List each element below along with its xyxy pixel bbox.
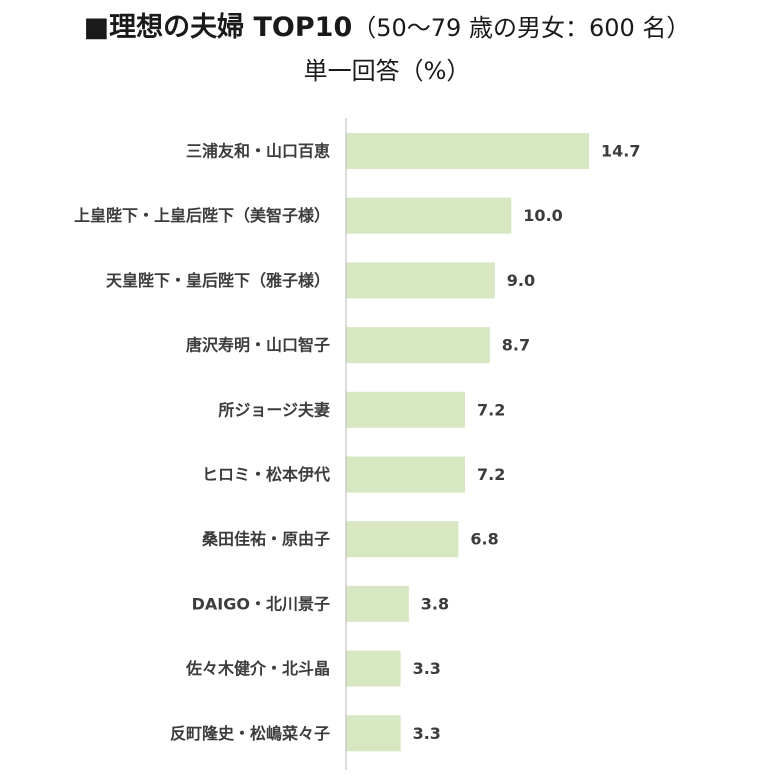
data-label: 10.0 [523, 206, 562, 225]
data-label: 7.2 [477, 465, 505, 484]
category-label: 反町隆史・松嶋菜々子 [170, 724, 330, 743]
bar [346, 197, 512, 234]
data-label: 6.8 [470, 530, 498, 549]
category-label: 佐々木健介・北斗晶 [185, 659, 330, 678]
chart-title-note: （50〜79 歳の男女：600 名） [352, 14, 691, 42]
category-label: ヒロミ・松本伊代 [202, 465, 330, 484]
category-label: 上皇陛下・上皇后陛下（美智子様） [74, 206, 330, 225]
category-label: 天皇陛下・皇后陛下（雅子様） [106, 271, 330, 290]
category-label: DAIGO・北川景子 [192, 594, 330, 613]
chart-title: ■理想の夫婦 TOP10（50〜79 歳の男女：600 名） [0, 8, 774, 48]
bar [346, 262, 495, 299]
data-label: 8.7 [502, 336, 530, 355]
bar [346, 391, 465, 428]
data-label: 3.8 [421, 594, 449, 613]
data-label: 3.3 [413, 659, 441, 678]
data-label: 9.0 [507, 271, 535, 290]
bar [346, 650, 401, 687]
data-label: 14.7 [601, 142, 640, 161]
category-label: 桑田佳祐・原由子 [201, 530, 330, 549]
bar [346, 585, 409, 622]
bar [346, 521, 459, 558]
category-label: 三浦友和・山口百恵 [186, 142, 330, 161]
bar [346, 133, 589, 169]
bar [346, 327, 490, 364]
category-label: 所ジョージ夫妻 [218, 400, 330, 419]
category-label: 唐沢寿明・山口智子 [186, 336, 330, 355]
data-label: 7.2 [477, 400, 505, 419]
chart-subtitle: 単一回答（%） [303, 57, 471, 85]
chart-title-main: ■理想の夫婦 TOP10 [83, 12, 353, 43]
bar [346, 456, 465, 493]
bar [346, 715, 401, 752]
data-label: 3.3 [413, 724, 441, 743]
